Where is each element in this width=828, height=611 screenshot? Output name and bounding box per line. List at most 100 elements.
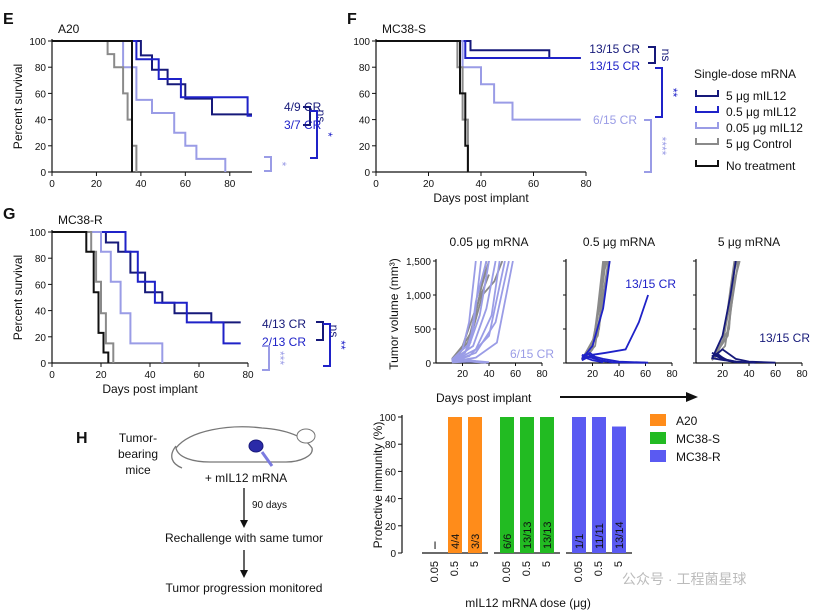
bar	[540, 417, 554, 553]
y-tick-label: 0	[425, 359, 431, 370]
cr-annotation: 4/13 CR	[262, 317, 306, 331]
y-tick-label: 40	[35, 307, 47, 318]
x-tick-label: 40	[144, 370, 156, 381]
x-tick-label: 80	[242, 370, 254, 381]
mice-label-line: bearing	[118, 447, 158, 461]
y-tick-label: 0	[364, 168, 370, 179]
legend-swatch	[650, 414, 666, 426]
cr-annotation: 13/15 CR	[589, 59, 640, 73]
y-tick-label: 40	[35, 116, 47, 127]
x-tick-label: 60	[528, 179, 540, 190]
survival-line	[376, 40, 469, 172]
tumor-growth-curve	[581, 352, 613, 364]
legend-label: MC38-R	[676, 450, 721, 464]
tumor-growth-curve	[711, 261, 737, 360]
cr-annotation: 13/15 CR	[759, 331, 810, 345]
y-tick-label: 40	[385, 495, 397, 506]
legend-label: MC38-S	[676, 432, 720, 446]
y-tick-label: 20	[359, 142, 371, 153]
legend-swatch	[650, 450, 666, 462]
stat-bracket	[262, 345, 270, 371]
panel-letter: E	[3, 11, 14, 28]
tumor-growth-curve	[451, 261, 497, 362]
y-axis-label: Percent survival	[11, 64, 25, 149]
x-tick-label: 80	[666, 369, 678, 380]
subpanel-title: 0.05 μg mRNA	[450, 235, 529, 249]
x-tick-label: 40	[475, 179, 487, 190]
legend-label: 5 μg mIL12	[726, 89, 787, 103]
panel-letter: F	[347, 11, 357, 28]
y-tick-label: 100	[379, 413, 396, 424]
treatment-label: + mIL12 mRNA	[205, 471, 287, 485]
tumor-growth-curve	[453, 261, 490, 363]
flow-arrowhead	[240, 570, 248, 578]
significance-label: *	[321, 132, 335, 137]
x-tick-label: 20	[457, 369, 469, 380]
dose-tick-label: 0.5	[449, 561, 461, 576]
x-axis-label: Days post implant	[433, 191, 529, 205]
significance-label: **	[666, 88, 680, 98]
y-tick-label: 60	[35, 89, 47, 100]
mice-label-line: Tumor-	[119, 431, 157, 445]
legend-label: No treatment	[726, 159, 796, 173]
x-tick-label: 80	[580, 179, 592, 190]
survival-line	[376, 40, 469, 172]
x-tick-label: 60	[510, 369, 522, 380]
stat-bracket	[655, 67, 663, 118]
legend-swatch	[650, 432, 666, 444]
survival-line	[52, 40, 252, 117]
panel-letter: H	[76, 430, 88, 447]
x-tick-label: 0	[49, 179, 55, 190]
bar-label: I	[433, 540, 436, 552]
legend-line	[695, 160, 719, 167]
bar-label: 13/13	[522, 521, 534, 549]
tumor-growth-curve	[451, 360, 487, 364]
bar	[572, 417, 586, 553]
subpanel-title: 5 μg mRNA	[718, 235, 780, 249]
y-tick-label: 20	[385, 522, 397, 533]
stat-bracket	[316, 321, 324, 341]
bar	[500, 417, 514, 553]
time-arrowhead	[686, 392, 698, 402]
dose-tick-label: 0.05	[501, 561, 513, 582]
y-tick-label: 100	[353, 37, 370, 48]
x-tick-label: 60	[770, 369, 782, 380]
x-tick-label: 80	[796, 369, 808, 380]
survival-line	[52, 40, 133, 172]
bar-label: 13/14	[614, 521, 626, 549]
y-tick-label: 80	[385, 440, 397, 451]
progression-label: Tumor progression monitored	[166, 581, 323, 595]
legend-label: 0.5 μg mIL12	[726, 105, 797, 119]
dose-tick-label: 5	[541, 561, 553, 567]
tumor-growth-curve	[711, 357, 736, 364]
y-tick-label: 20	[35, 142, 47, 153]
chart-title: MC38-R	[58, 213, 103, 227]
rechallenge-label: Rechallenge with same tumor	[165, 531, 323, 545]
bar	[448, 417, 462, 553]
cr-annotation: 3/7 CR	[284, 118, 322, 132]
y-tick-label: 0	[390, 549, 396, 560]
tumor-growth-curve	[582, 356, 604, 364]
bar	[520, 417, 534, 553]
tumor-icon	[248, 439, 264, 453]
bar-label: 11/11	[594, 523, 606, 549]
mice-label-line: mice	[125, 463, 151, 477]
bar	[612, 426, 626, 553]
survival-line	[52, 40, 227, 172]
cr-annotation: 6/15 CR	[510, 347, 554, 361]
bar-label: 3/3	[470, 534, 482, 549]
tumor-growth-curve	[452, 261, 501, 362]
legend-title: Single-dose mRNA	[694, 67, 796, 81]
cr-annotation: 13/15 CR	[589, 42, 640, 56]
survival-line	[52, 231, 241, 324]
legend-label: 0.05 μg mIL12	[726, 121, 803, 135]
interval-label: 90 days	[252, 500, 287, 511]
dose-tick-label: 0.05	[429, 561, 441, 582]
bar	[592, 417, 606, 553]
dose-tick-label: 0.05	[573, 561, 585, 582]
x-tick-label: 80	[536, 369, 548, 380]
x-tick-label: 0	[373, 179, 379, 190]
legend-label: A20	[676, 414, 698, 428]
survival-line	[376, 40, 581, 59]
y-tick-label: 80	[35, 254, 47, 265]
